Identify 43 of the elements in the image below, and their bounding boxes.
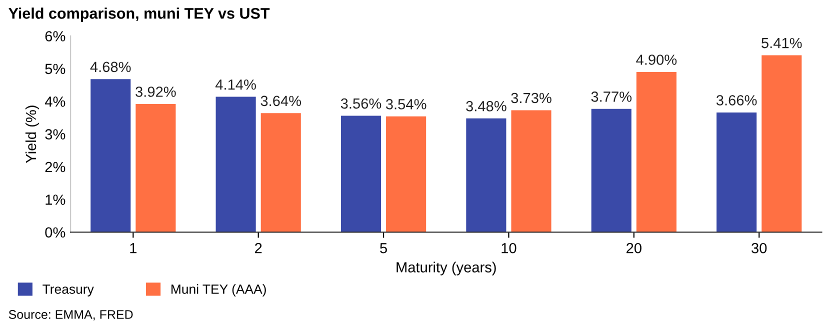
y-tick-label: 3% [45,129,66,140]
data-label: 4.14% [215,79,256,90]
chart-title: Yield comparison, muni TEY vs UST [8,8,270,22]
bar [260,113,301,232]
bar [636,72,676,232]
bar [511,110,552,232]
data-label: 3.92% [136,86,176,97]
x-axis-title: Maturity (years) [396,262,496,276]
data-label: 3.73% [511,92,552,104]
x-tick-label: 10 [502,242,516,254]
y-tick-label: 4% [44,96,66,107]
bar [340,116,382,232]
y-tick-label: 6% [45,31,66,42]
y-axis-title: Yield (%) [25,106,40,164]
bar [136,104,176,232]
y-tick-label: 1% [46,194,66,205]
legend-label: Treasury [42,284,94,296]
source-note: Source: EMMA, FRED [8,310,133,320]
bar [466,118,506,232]
x-tick-label: 30 [752,242,767,254]
x-tick-label: 20 [626,242,642,254]
x-tick-label: 5 [380,243,387,254]
x-tick-label: 1 [130,243,136,254]
y-tick-label: 2% [45,162,66,172]
data-label: 3.48% [466,101,506,112]
data-label: 3.56% [340,98,382,109]
legend-label: Muni TEY (AAA) [171,284,266,296]
bar [762,55,802,232]
y-tick-label: 5% [45,64,66,74]
bar [716,112,757,232]
data-label: 3.54% [386,99,426,110]
bar [386,116,426,232]
bar [591,108,632,232]
data-label: 4.90% [636,54,677,65]
data-label: 5.41% [762,38,802,48]
data-label: 3.77% [591,92,632,102]
data-label: 4.68% [90,62,131,72]
y-tick-label: 0% [45,227,66,238]
data-label: 3.64% [260,96,302,106]
data-label: 3.66% [716,95,757,106]
bar [216,96,256,232]
bar [90,79,131,232]
x-tick-label: 2 [255,242,262,254]
